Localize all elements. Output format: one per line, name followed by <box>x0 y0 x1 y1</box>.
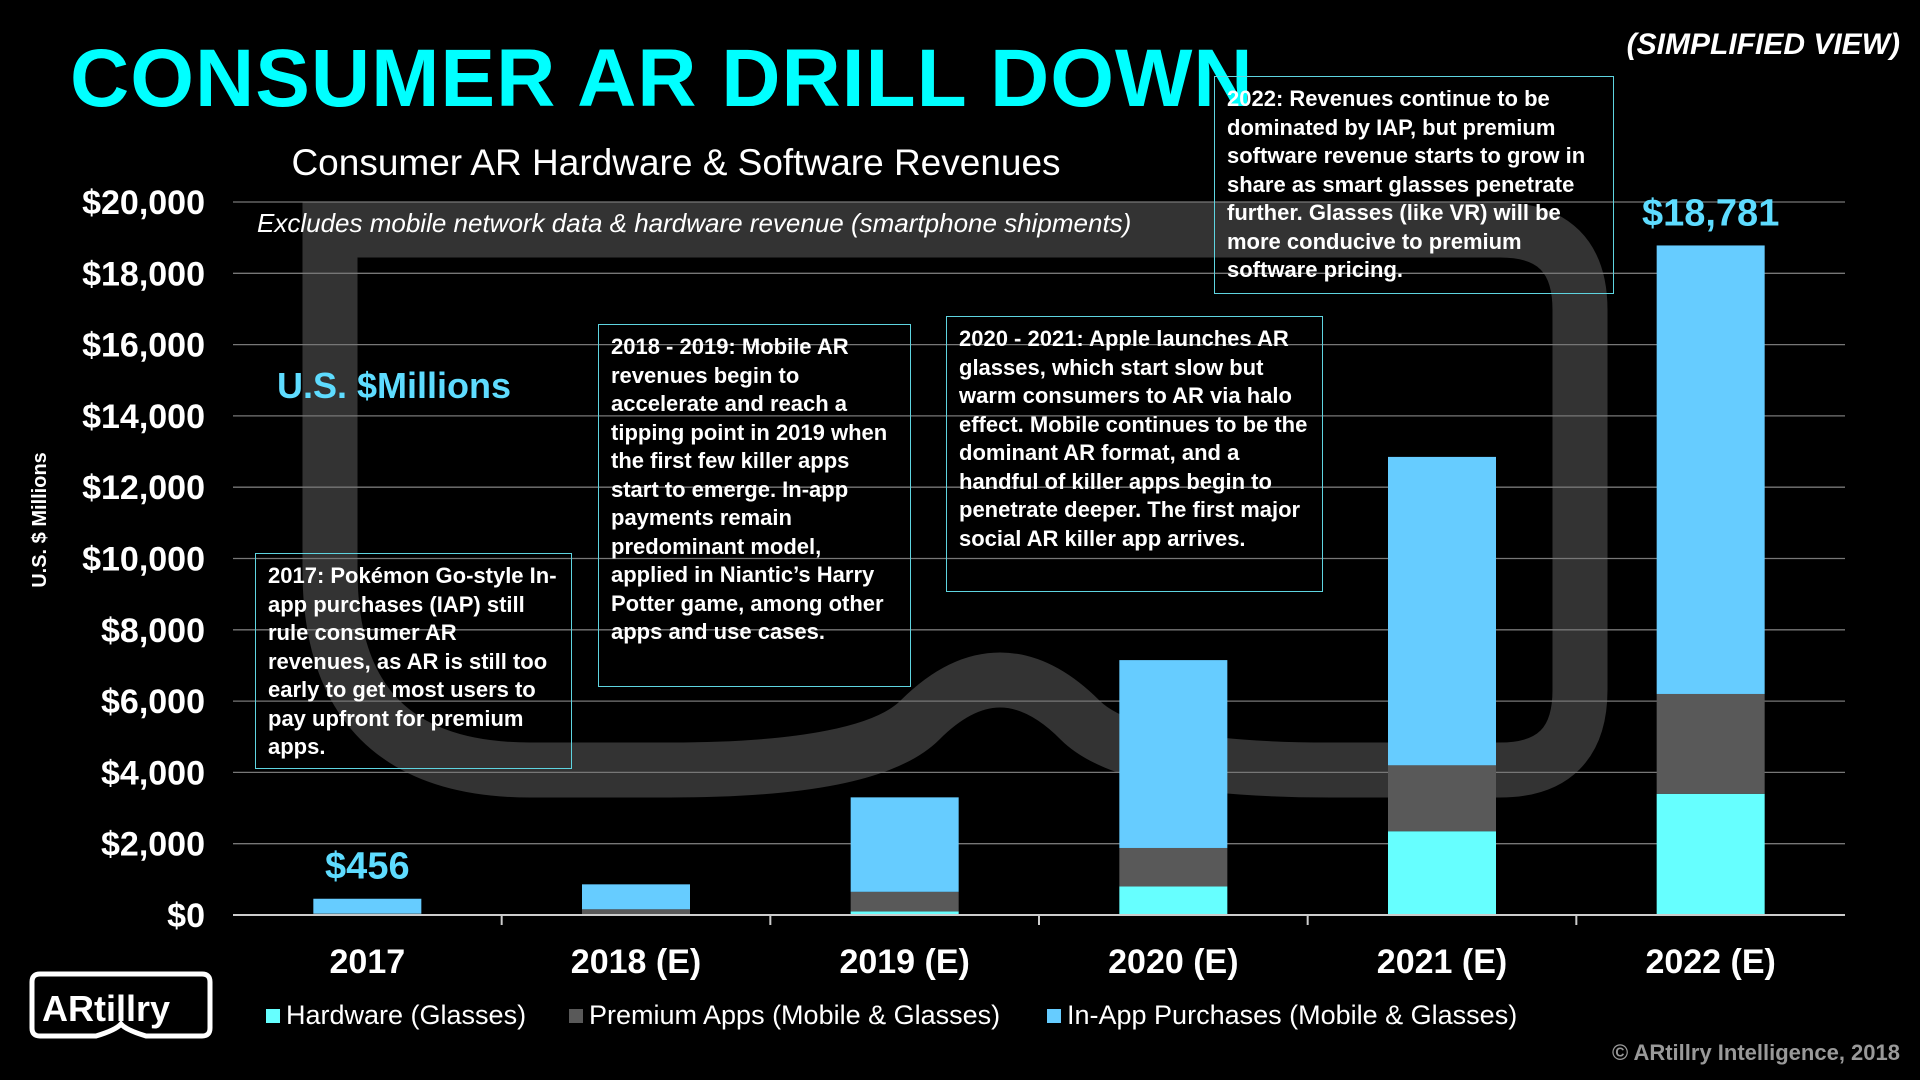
bar-premium <box>1119 847 1228 887</box>
copyright: © ARtillry Intelligence, 2018 <box>1611 1040 1900 1065</box>
y-tick-label: $12,000 <box>82 469 205 507</box>
bar-hardware <box>1119 886 1228 915</box>
bar-series <box>313 245 1765 915</box>
bar-iap <box>850 797 959 892</box>
bar-iap <box>1656 245 1765 694</box>
data-label: $18,781 <box>1642 192 1779 234</box>
legend-label-hardware: Hardware (Glasses) <box>286 1000 527 1030</box>
legend-item-iap: In-App Purchases (Mobile & Glasses) <box>1047 1000 1517 1031</box>
bar-iap <box>1388 456 1496 766</box>
x-tick-label: 2020 (E) <box>1108 943 1238 981</box>
annotation-2022: 2022: Revenues continue to be dominated … <box>1214 76 1614 294</box>
bar-premium <box>850 891 959 912</box>
y-tick-label: $6,000 <box>101 683 205 721</box>
legend-item-hardware: Hardware (Glasses) <box>266 1000 526 1031</box>
x-tick-label: 2018 (E) <box>571 943 701 981</box>
y-tick-label: $2,000 <box>101 826 205 864</box>
legend-swatch-premium <box>569 1008 583 1023</box>
bar-premium <box>1656 693 1765 794</box>
x-tick-label: 2019 (E) <box>839 943 969 981</box>
chart-title: Consumer AR Hardware & Software Revenues <box>291 142 1060 183</box>
x-tick-label: 2021 (E) <box>1377 943 1507 981</box>
x-tick-label: 2022 (E) <box>1645 943 1775 981</box>
y-tick-label: $20,000 <box>82 184 205 222</box>
bar-hardware <box>1656 793 1765 915</box>
x-axis-ticks: 2017 2018 (E) 2019 (E) 2020 (E) 2021 (E) 2022… <box>330 915 1776 981</box>
annotation-2020-2021: 2020 - 2021: Apple launches AR glasses, … <box>946 316 1323 592</box>
y-tick-label: $16,000 <box>82 327 205 365</box>
legend-item-premium: Premium Apps (Mobile & Glasses) <box>569 1000 1000 1031</box>
data-labels: $456 $18,781 <box>325 192 1779 887</box>
watermark-logo <box>302 202 1608 798</box>
bar-hardware <box>850 911 959 915</box>
y-tick-label: $0 <box>167 897 205 935</box>
y-tick-label: $8,000 <box>101 612 205 650</box>
main-title: CONSUMER AR DRILL DOWN <box>70 33 1254 124</box>
units-label: U.S. $Millions <box>277 365 511 406</box>
legend-label-premium: Premium Apps (Mobile & Glasses) <box>589 1000 1001 1030</box>
logo-text: ARtillry <box>42 988 171 1029</box>
artillry-logo-icon <box>29 971 213 1039</box>
annotation-2018-2019: 2018 - 2019: Mobile AR revenues begin to… <box>598 324 911 687</box>
y-tick-label: $18,000 <box>82 255 205 293</box>
y-tick-label: $14,000 <box>82 398 205 436</box>
y-tick-label: $10,000 <box>82 541 205 579</box>
y-axis-label: U.S. $ Millions <box>29 452 51 588</box>
annotation-2017: 2017: Pokémon Go-style In-app purchases … <box>255 553 572 769</box>
bar-iap <box>313 898 422 914</box>
y-tick-label: $4,000 <box>101 754 205 792</box>
bar-premium <box>1388 765 1496 832</box>
x-tick-label: 2017 <box>330 943 406 981</box>
legend-label-iap: In-App Purchases (Mobile & Glasses) <box>1067 1000 1518 1030</box>
data-label: $456 <box>325 846 410 888</box>
bar-iap <box>582 884 690 910</box>
chart-subtitle: Excludes mobile network data & hardware … <box>257 208 1131 238</box>
legend-swatch-hardware <box>266 1008 280 1023</box>
bar-premium <box>582 909 690 915</box>
bar-iap <box>1119 660 1228 848</box>
y-axis-ticks: $0 $2,000 $4,000 $6,000 $8,000 $10,000 $12,000… <box>82 184 205 935</box>
legend-swatch-iap <box>1047 1008 1061 1023</box>
bar-hardware <box>1388 831 1496 915</box>
gridlines <box>233 201 1845 845</box>
view-label: (SIMPLIFIED VIEW) <box>1626 28 1900 61</box>
